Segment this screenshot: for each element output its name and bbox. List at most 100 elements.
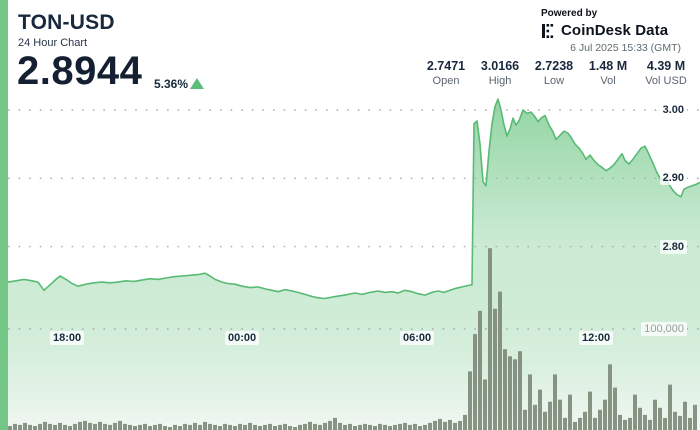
volume-bar [548, 401, 552, 430]
stat-vol-value: 1.48 M [588, 59, 628, 73]
volume-bar [343, 424, 347, 430]
brand-row[interactable]: CoinDesk Data [541, 22, 681, 39]
volume-bar [238, 423, 242, 430]
volume-bar [423, 424, 427, 430]
volume-bar [68, 426, 72, 430]
volume-bar [78, 421, 82, 430]
volume-bar [328, 420, 332, 430]
volume-bar [148, 426, 152, 430]
change-percent: 5.36% [154, 77, 189, 91]
volume-bar [293, 427, 297, 430]
stat-low-label: Low [543, 75, 565, 87]
volume-bar [303, 423, 307, 430]
volume-bar [498, 291, 502, 430]
volume-bar [608, 364, 612, 430]
volume-bar [23, 422, 27, 430]
volume-bar [98, 421, 102, 430]
volume-bar [583, 411, 587, 430]
x-axis-time-label: 12:00 [579, 331, 614, 345]
up-arrow-icon [190, 78, 204, 89]
volume-bar [393, 424, 397, 430]
volume-bar [418, 426, 422, 430]
stat-low-value: 2.7238 [534, 59, 574, 73]
volume-bar [528, 374, 532, 430]
volume-bar [233, 426, 237, 430]
volume-bar [178, 426, 182, 430]
volume-bar [668, 384, 672, 430]
volume-bar [503, 349, 507, 430]
volume-bar [283, 423, 287, 430]
volume-bar [118, 420, 122, 430]
current-price: 2.8944 [17, 49, 143, 93]
volume-bar [373, 426, 377, 430]
stats-row: 2.7471 Open 3.0166 High 2.7238 Low 1.48 … [419, 59, 697, 87]
volume-bar [138, 424, 142, 430]
volume-bar [198, 424, 202, 430]
volume-bar [48, 423, 52, 430]
volume-bar [448, 419, 452, 430]
volume-bar [378, 423, 382, 430]
volume-bar [183, 423, 187, 430]
volume-bar [173, 424, 177, 430]
volume-bar [263, 424, 267, 430]
stat-open-value: 2.7471 [426, 59, 466, 73]
volume-bar [18, 424, 22, 430]
volume-bar [358, 424, 362, 430]
volume-bar [603, 399, 607, 430]
volume-bar [593, 417, 597, 430]
volume-bar [658, 407, 662, 430]
price-area [8, 99, 700, 430]
stat-vol: 1.48 M Vol [581, 59, 635, 87]
stat-open: 2.7471 Open [419, 59, 473, 87]
volume-bar [553, 374, 557, 430]
volume-bar [203, 421, 207, 430]
volume-bar [73, 423, 77, 430]
volume-bar [288, 426, 292, 430]
volume-bar [428, 422, 432, 430]
powered-by-block: Powered by CoinDesk Data 6 Jul 2025 15:3… [541, 8, 681, 54]
y-axis-volume-label: 100,000 [641, 322, 687, 336]
brand-name: CoinDesk Data [561, 22, 669, 39]
volume-bar [93, 423, 97, 430]
volume-bar [13, 423, 17, 430]
y-axis-price-label: 2.90 [659, 171, 687, 186]
volume-bar [8, 426, 12, 430]
volume-bar [558, 399, 562, 430]
volume-bar [253, 424, 257, 430]
volume-bar [443, 421, 447, 430]
volume-bar [568, 394, 572, 430]
volume-bar [578, 417, 582, 430]
y-axis-price-label: 3.00 [659, 103, 687, 117]
volume-bar [488, 248, 492, 430]
volume-bar [338, 422, 342, 430]
stat-vol-usd-label: Vol USD [645, 75, 687, 87]
volume-bar [508, 356, 512, 430]
volume-bar [403, 422, 407, 430]
x-axis-time-label: 18:00 [50, 331, 85, 345]
stat-low: 2.7238 Low [527, 59, 581, 87]
volume-bar [433, 420, 437, 430]
volume-bar [563, 417, 567, 430]
volume-bar [483, 379, 487, 430]
chart-timestamp: 6 Jul 2025 15:33 (GMT) [570, 42, 681, 54]
volume-bar [468, 371, 472, 430]
volume-bar [678, 415, 682, 430]
volume-bar [513, 359, 517, 430]
volume-bar [268, 423, 272, 430]
volume-bar [223, 423, 227, 430]
volume-bar [398, 423, 402, 430]
accent-stripe [0, 0, 8, 430]
volume-bar [438, 418, 442, 430]
volume-bar [43, 421, 47, 430]
volume-bar [318, 424, 322, 430]
volume-bar [663, 417, 667, 430]
volume-bar [163, 426, 167, 430]
volume-bar [128, 424, 132, 430]
stat-vol-usd: 4.39 M Vol USD [635, 59, 697, 87]
volume-bar [133, 426, 137, 430]
stat-high-label: High [488, 75, 512, 87]
volume-bar [618, 414, 622, 430]
